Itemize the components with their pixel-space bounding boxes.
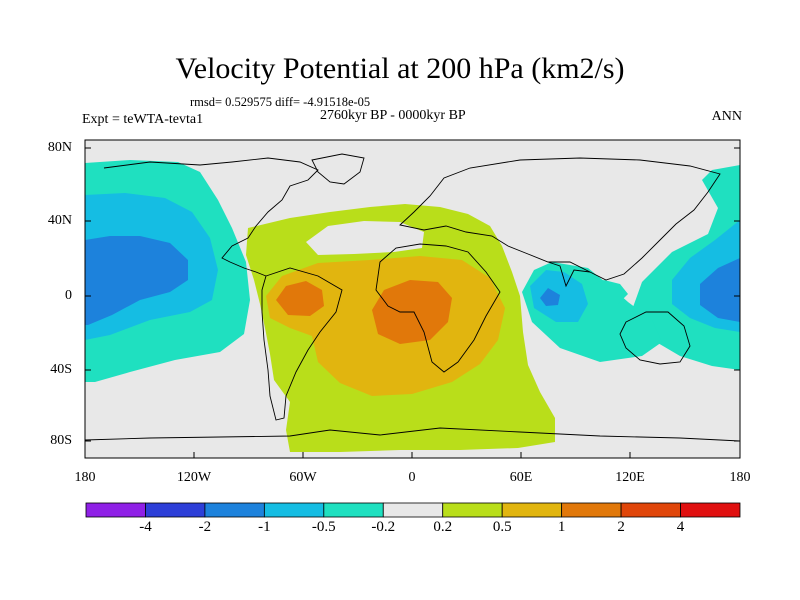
- westpac-blue-region: [700, 258, 740, 322]
- colorbar-box: [323, 502, 384, 518]
- lat-label-eq: 0: [65, 288, 72, 303]
- colorbar-label: 4: [676, 519, 685, 535]
- colorbar-box: [680, 502, 741, 518]
- lon-label-120e: 120E: [615, 470, 645, 485]
- pacific-blue-region: [85, 236, 188, 325]
- lon-label-60w: 60W: [289, 470, 317, 485]
- season-label: ANN: [711, 109, 742, 124]
- colorbar-box: [442, 502, 503, 518]
- colorbar-label: -1: [258, 519, 271, 535]
- colorbar-box: [620, 502, 681, 518]
- south-america-coast: [261, 267, 343, 421]
- lat-label-80s: 80S: [50, 433, 72, 448]
- stats-subtitle: rmsd= 0.529575 diff= -4.91518e-05: [190, 95, 371, 109]
- greenland-coast: [311, 153, 365, 185]
- colorbar-box: [145, 502, 206, 518]
- lon-label-180e: 180: [729, 470, 751, 485]
- period-label: 2760kyr BP - 0000kyr BP: [320, 108, 466, 123]
- eurasia-coast: [399, 157, 721, 281]
- colorbar-box: [501, 502, 563, 518]
- axis-ticks: [84, 147, 741, 458]
- colorbar-label: 2: [617, 519, 625, 535]
- colorbar-label: -0.2: [371, 519, 396, 535]
- colorbar-box: [263, 502, 325, 518]
- colorbar-label: -4: [139, 519, 152, 535]
- north-atlantic-neutral-hole: [306, 221, 424, 255]
- lon-label-120w: 120W: [176, 470, 212, 485]
- chart-title: Velocity Potential at 200 hPa (km2/s): [175, 52, 625, 85]
- colorbar-label: -2: [198, 519, 212, 535]
- india-coast: [547, 261, 591, 288]
- africa-coast: [375, 243, 501, 373]
- australia-coast: [619, 311, 691, 365]
- map-field: [85, 140, 740, 458]
- lon-label-0: 0: [408, 470, 416, 485]
- coastlines: [85, 153, 740, 442]
- colorbar-box: [382, 502, 444, 518]
- colorbar: [85, 502, 741, 518]
- colorbar-box: [561, 502, 622, 518]
- indian-blue-region: [540, 288, 560, 306]
- amazon-orange-region: [276, 281, 324, 316]
- experiment-label: Expt = teWTA-tevta1: [82, 112, 204, 127]
- lat-label-40n: 40N: [47, 213, 72, 228]
- colorbar-box: [204, 502, 265, 518]
- antarctica-coast: [85, 427, 740, 442]
- north-america-coast: [103, 157, 319, 277]
- lon-label-60e: 60E: [509, 470, 533, 485]
- colorbar-label: 1: [557, 519, 566, 535]
- colorbar-label: 0.5: [492, 519, 512, 535]
- lat-label-80n: 80N: [47, 140, 72, 155]
- colorbar-label: -0.5: [311, 519, 336, 535]
- colorbar-box: [85, 502, 146, 518]
- lon-label-180w: 180: [74, 470, 96, 485]
- colorbar-label: 0.2: [433, 519, 453, 535]
- maritime-teal-region: [590, 280, 628, 304]
- lat-label-40s: 40S: [50, 362, 72, 377]
